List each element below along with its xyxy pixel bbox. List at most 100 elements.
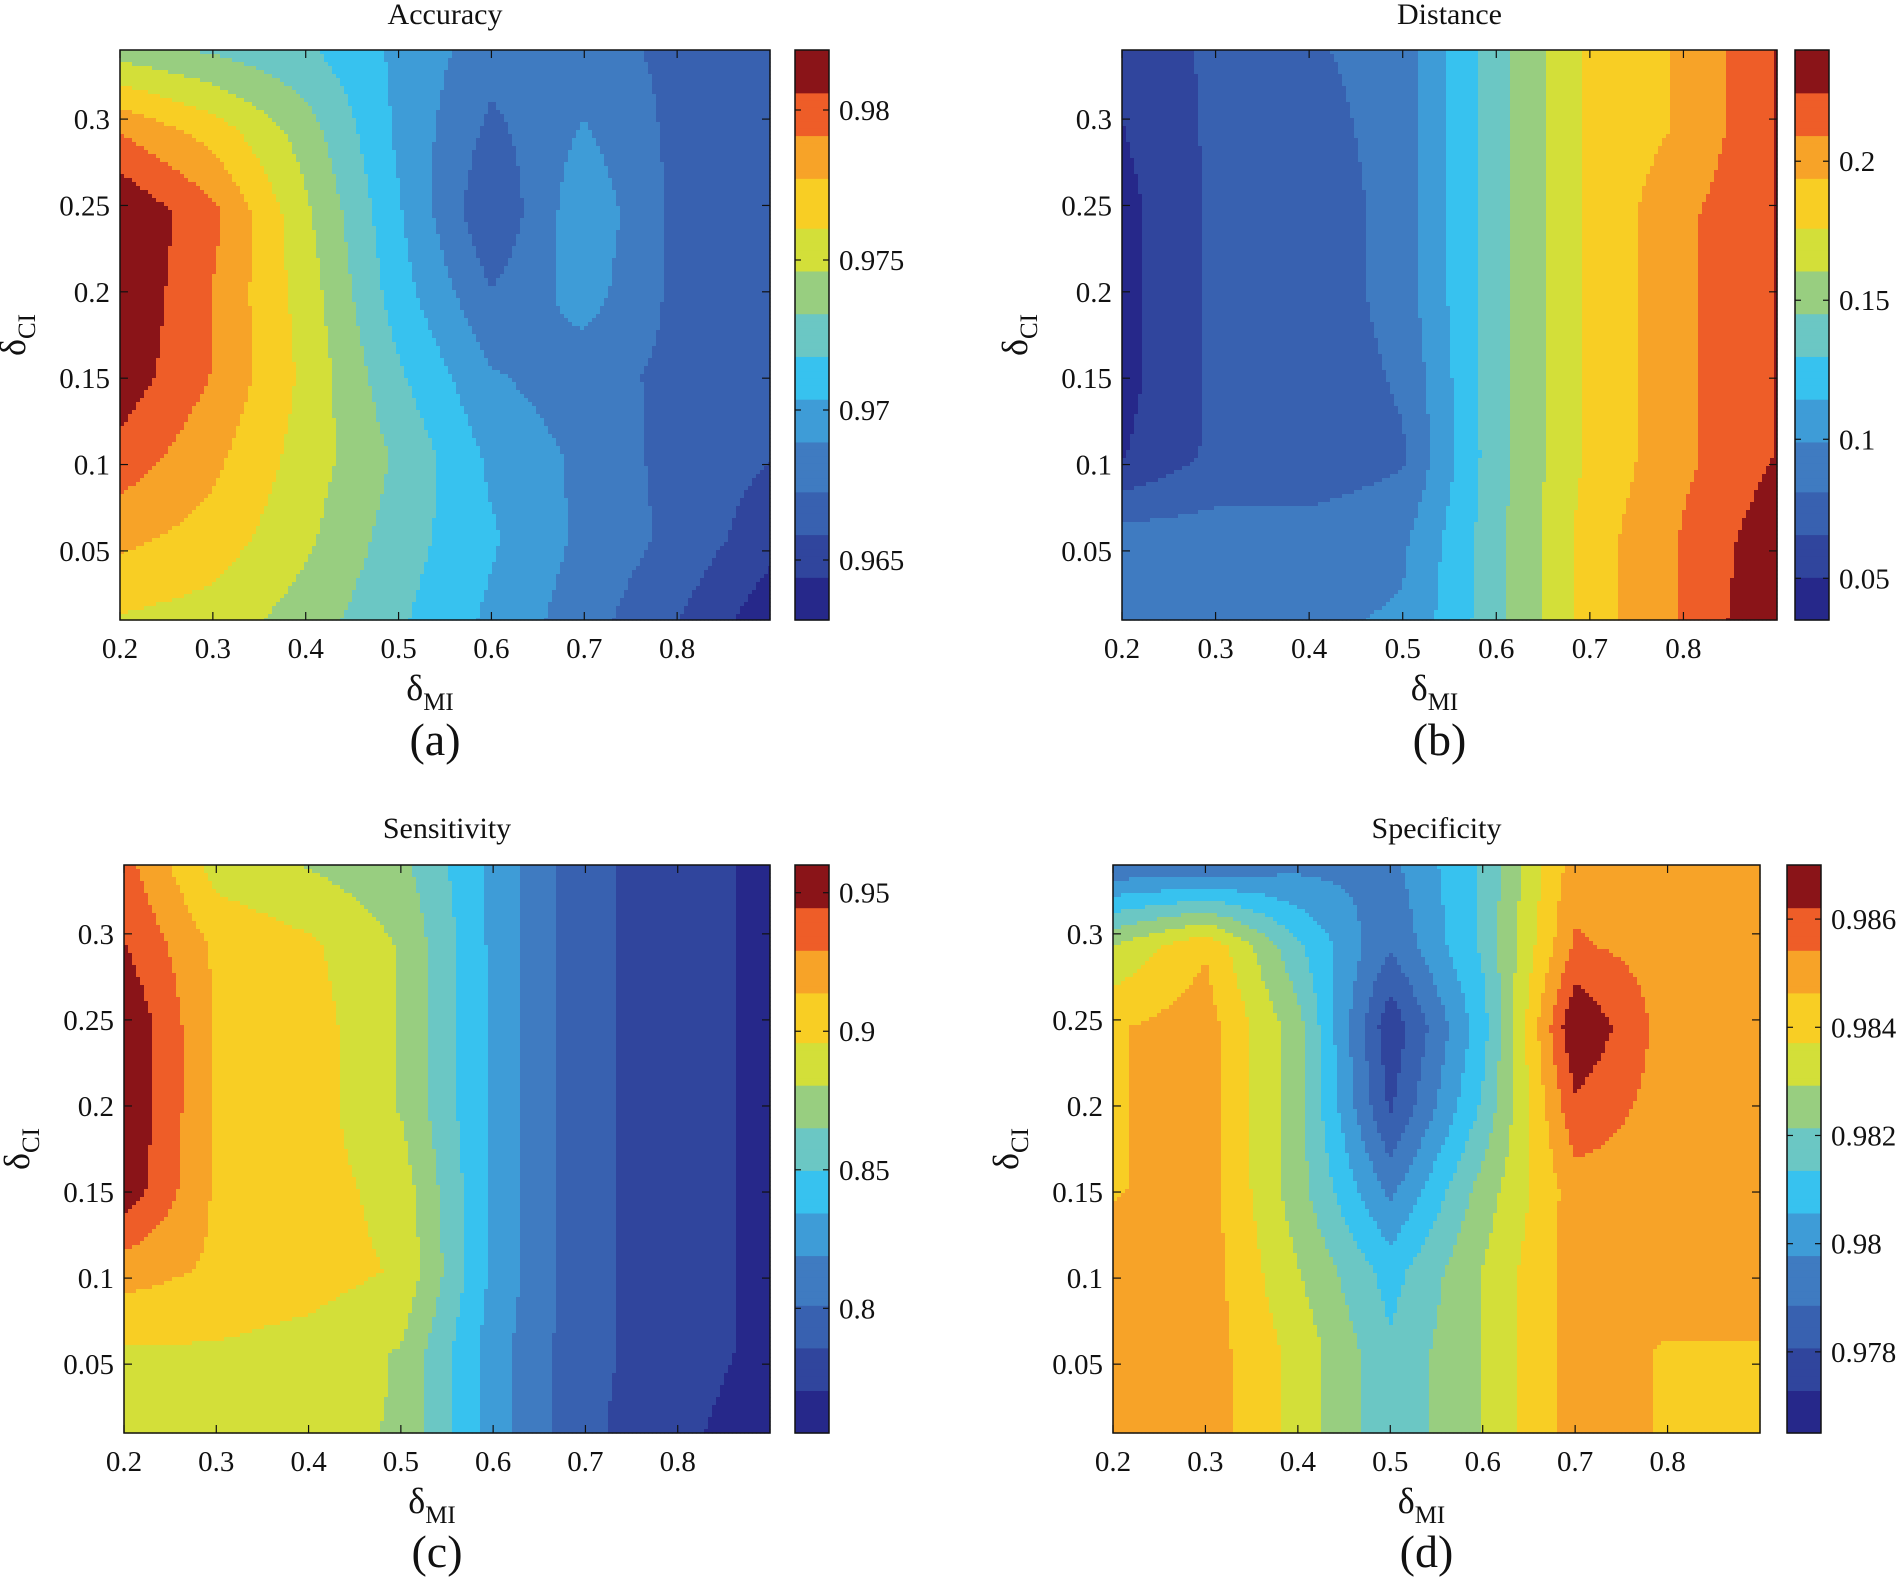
contour-cell bbox=[304, 82, 309, 87]
contour-cell bbox=[556, 78, 561, 83]
contour-cell bbox=[656, 70, 661, 75]
contour-cell bbox=[428, 82, 433, 87]
contour-cell bbox=[168, 54, 173, 59]
contour-cell bbox=[172, 62, 177, 67]
contour-cell bbox=[176, 58, 181, 63]
contour-cell bbox=[152, 58, 157, 63]
contour-cell bbox=[164, 70, 169, 75]
contour-cell bbox=[616, 70, 621, 75]
contour-cell bbox=[352, 58, 357, 63]
contour-cell bbox=[216, 82, 221, 87]
contour-cell bbox=[148, 82, 153, 87]
contour-cell bbox=[704, 74, 709, 79]
contour-cell bbox=[628, 66, 633, 71]
contour-cell bbox=[356, 74, 361, 79]
contour-cell bbox=[512, 82, 517, 87]
contour-cell bbox=[360, 66, 365, 71]
contour-cell bbox=[556, 82, 561, 87]
contour-cell bbox=[156, 62, 161, 67]
contour-cell bbox=[160, 58, 165, 63]
contour-cell bbox=[748, 58, 753, 63]
contour-cell bbox=[504, 58, 509, 63]
contour-cell bbox=[508, 74, 513, 79]
contour-cell bbox=[376, 54, 381, 59]
contour-cell bbox=[744, 66, 749, 71]
contour-cell bbox=[648, 70, 653, 75]
contour-cell bbox=[736, 66, 741, 71]
contour-cell bbox=[132, 62, 137, 67]
contour-cell bbox=[728, 78, 733, 83]
contour-cell bbox=[452, 62, 457, 67]
contour-cell bbox=[600, 74, 605, 79]
contour-cell bbox=[592, 82, 597, 87]
contour-cell bbox=[760, 54, 765, 59]
contour-cell bbox=[392, 82, 397, 87]
contour-cell bbox=[336, 58, 341, 63]
contour-cell bbox=[540, 74, 545, 79]
contour-cell bbox=[424, 74, 429, 79]
contour-cell bbox=[604, 82, 609, 87]
contour-cell bbox=[212, 58, 217, 63]
contour-cell bbox=[496, 58, 501, 63]
contour-cell bbox=[688, 74, 693, 79]
contour-cell bbox=[604, 66, 609, 71]
contour-cell bbox=[596, 82, 601, 87]
contour-cell bbox=[572, 82, 577, 87]
contour-cell bbox=[196, 74, 201, 79]
contour-cell bbox=[184, 62, 189, 67]
contour-cell bbox=[128, 62, 133, 67]
contour-cell bbox=[536, 70, 541, 75]
contour-cell bbox=[656, 54, 661, 59]
contour-cell bbox=[488, 62, 493, 67]
contour-cell bbox=[432, 70, 437, 75]
contour-cell bbox=[524, 82, 529, 87]
contour-cell bbox=[180, 82, 185, 87]
contour-cell bbox=[164, 82, 169, 87]
contour-cell bbox=[528, 82, 533, 87]
contour-cell bbox=[544, 58, 549, 63]
contour-cell bbox=[232, 54, 237, 59]
contour-cell bbox=[632, 78, 637, 83]
contour-cell bbox=[124, 62, 129, 67]
contour-cell bbox=[292, 70, 297, 75]
contour-cell bbox=[628, 62, 633, 67]
contour-cell bbox=[592, 78, 597, 83]
contour-cell bbox=[268, 62, 273, 67]
contour-cell bbox=[592, 58, 597, 63]
contour-cell bbox=[328, 58, 333, 63]
contour-cell bbox=[328, 78, 333, 83]
contour-cell bbox=[528, 54, 533, 59]
contour-cell bbox=[584, 70, 589, 75]
contour-cell bbox=[236, 74, 241, 79]
contour-cell bbox=[288, 66, 293, 71]
contour-cell bbox=[168, 62, 173, 67]
contour-cell bbox=[636, 78, 641, 83]
contour-cell bbox=[276, 78, 281, 83]
contour-cell bbox=[376, 74, 381, 79]
contour-cell bbox=[540, 78, 545, 83]
contour-cell bbox=[492, 82, 497, 87]
contour-cell bbox=[412, 54, 417, 59]
contour-cell bbox=[428, 54, 433, 59]
contour-cell bbox=[236, 70, 241, 75]
contour-cell bbox=[564, 54, 569, 59]
contour-cell bbox=[160, 54, 165, 59]
contour-cell bbox=[200, 66, 205, 71]
contour-cell bbox=[504, 74, 509, 79]
contour-cell bbox=[284, 66, 289, 71]
contour-cell bbox=[464, 78, 469, 83]
contour-cell bbox=[152, 74, 157, 79]
contour-cell bbox=[476, 58, 481, 63]
contour-cell bbox=[148, 54, 153, 59]
contour-cell bbox=[244, 66, 249, 71]
contour-cell bbox=[248, 62, 253, 67]
contour-cell bbox=[488, 70, 493, 75]
contour-cell bbox=[716, 78, 721, 83]
contour-cell bbox=[288, 62, 293, 67]
contour-cell bbox=[696, 54, 701, 59]
contour-cell bbox=[292, 62, 297, 67]
contour-cell bbox=[360, 78, 365, 83]
contour-cell bbox=[244, 58, 249, 63]
contour-cell bbox=[332, 82, 337, 87]
contour-cell bbox=[688, 54, 693, 59]
